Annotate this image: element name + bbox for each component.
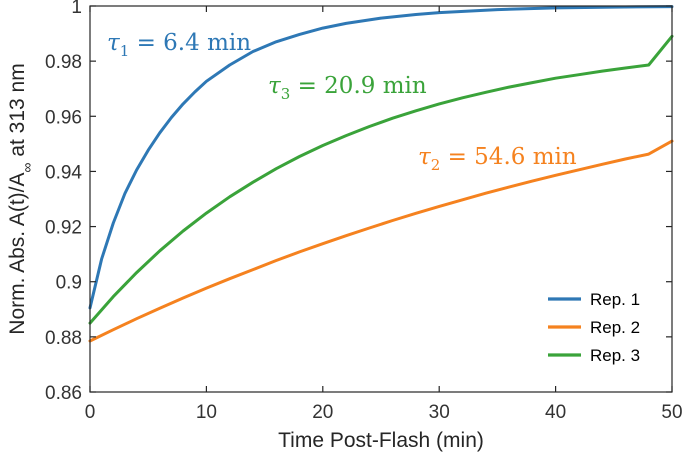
- ticks-layer: 0 10 20 30 40 50 0.86 0.88 0.9 0.92 0.94 0.96 0.98 1: [45, 0, 683, 423]
- series-layer: [88, 5, 674, 343]
- tau-symbol: τ: [268, 73, 282, 99]
- legend-label-rep-1: Rep. 1: [590, 290, 640, 309]
- x-tick-label: 30: [429, 402, 450, 423]
- x-tick-label: 50: [661, 402, 682, 423]
- y-tick-label: 0.94: [45, 162, 82, 183]
- x-tick-label: 20: [312, 402, 333, 423]
- series-line-rep-2: [88, 139, 674, 343]
- tau-symbol: τ: [107, 30, 121, 56]
- y-tick-label: 0.96: [45, 107, 82, 128]
- legend-label-rep-3: Rep. 3: [590, 346, 640, 365]
- y-tick-label: 1: [71, 0, 82, 18]
- x-tick-label: 10: [196, 402, 217, 423]
- y-axis-label-main: Norm. Abs. A(t)/A: [6, 173, 29, 335]
- legend-label-rep-2: Rep. 2: [590, 318, 640, 337]
- tau-value: = 6.4 min: [129, 30, 251, 56]
- series-line-rep-3: [88, 34, 674, 325]
- x-tick-label: 0: [85, 402, 96, 423]
- tau-value: = 54.6 min: [440, 144, 577, 170]
- plot-frame: [89, 5, 673, 393]
- y-tick-label: 0.86: [45, 383, 82, 404]
- y-tick-label: 0.98: [45, 52, 82, 73]
- tau-annotation-3: τ3 = 20.9 min: [268, 73, 427, 103]
- y-axis-label-suffix: at 313 nm: [6, 63, 29, 162]
- tau-subscript: 3: [281, 85, 291, 103]
- y-axis-label: Norm. Abs. A(t)/A∞ at 313 nm: [6, 63, 35, 334]
- y-tick-label: 0.9: [56, 273, 82, 294]
- tau-subscript: 1: [120, 42, 130, 60]
- y-tick-label: 0.88: [45, 328, 82, 349]
- y-axis-label-sub: ∞: [19, 163, 35, 173]
- y-tick-label: 0.92: [45, 218, 82, 239]
- x-axis-label: Time Post-Flash (min): [278, 429, 484, 452]
- tau-subscript: 2: [431, 156, 441, 174]
- series-line-rep-1: [88, 5, 674, 310]
- tau-annotation-2: τ2 = 54.6 min: [418, 144, 577, 174]
- x-tick-label: 40: [545, 402, 566, 423]
- tau-annotation-1: τ1 = 6.4 min: [107, 30, 251, 60]
- legend: Rep. 1 Rep. 2 Rep. 3: [548, 290, 640, 365]
- tau-value: = 20.9 min: [290, 73, 427, 99]
- tau-symbol: τ: [418, 144, 432, 170]
